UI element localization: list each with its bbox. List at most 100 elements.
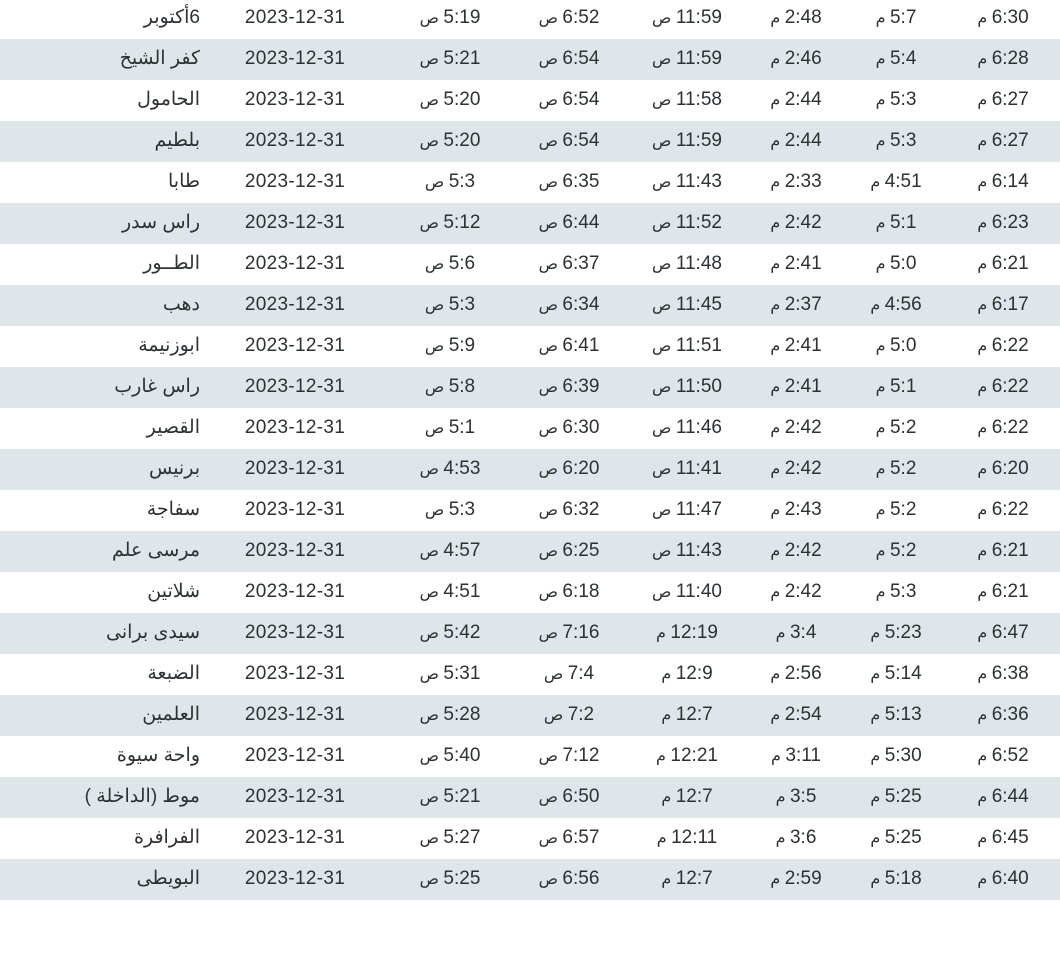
- maghrib-time-cell: 5:1 م: [875, 376, 917, 398]
- sunrise-time-cell: 6:34 ص: [538, 294, 600, 316]
- sunrise-time-cell: 6:52 ص: [538, 7, 600, 29]
- date-cell: 2023-12-31: [244, 7, 346, 29]
- dhuhr-time-cell: 11:51 ص: [652, 335, 722, 357]
- maghrib-time-cell: 5:0 م: [875, 253, 917, 275]
- dhuhr-time-cell: 12:7 م: [661, 868, 713, 890]
- fajr-time-cell: 4:53 ص: [419, 458, 481, 480]
- table-row[interactable]: 6:17 م 4:56 م 2:37 م 11:45 ص 6:34 ص 5:3 ص 2023…: [0, 285, 1060, 326]
- table-row[interactable]: 6:22 م 5:1 م 2:41 م 11:50 ص 6:39 ص 5:8 ص 2023-…: [0, 367, 1060, 408]
- maghrib-time-cell: 5:25 م: [870, 786, 922, 808]
- city-name-cell[interactable]: مرسى علم: [112, 540, 200, 562]
- city-name-cell[interactable]: القصير: [146, 417, 200, 439]
- city-name-cell[interactable]: برنيس: [148, 458, 200, 480]
- table-row[interactable]: 6:14 م 4:51 م 2:33 م 11:43 ص 6:35 ص 5:3 ص 2023…: [0, 162, 1060, 203]
- date-cell: 2023-12-31: [244, 622, 346, 644]
- fajr-time-cell: 5:27 ص: [419, 827, 481, 849]
- asr-time-cell: 2:56 م: [770, 663, 822, 685]
- date-cell: 2023-12-31: [244, 786, 346, 808]
- maghrib-time-cell: 5:3 م: [875, 89, 917, 111]
- isha-time-cell: 6:36 م: [977, 704, 1029, 726]
- sunrise-time-cell: 6:18 ص: [538, 581, 600, 603]
- table-row[interactable]: 6:38 م 5:14 م 2:56 م 12:9 م 7:4 ص 5:31 ص 2023-…: [0, 654, 1060, 695]
- table-row[interactable]: 6:52 م 5:30 م 3:11 م 12:21 م 7:12 ص 5:40 ص 202…: [0, 736, 1060, 777]
- city-name-cell[interactable]: 6أكتوبر: [143, 7, 200, 29]
- asr-time-cell: 2:33 م: [770, 171, 822, 193]
- city-name-cell[interactable]: ابوزنيمة: [138, 335, 200, 357]
- asr-time-cell: 2:48 م: [770, 7, 822, 29]
- table-row[interactable]: 6:21 م 5:3 م 2:42 م 11:40 ص 6:18 ص 4:51 ص 2023…: [0, 572, 1060, 613]
- maghrib-time-cell: 5:18 م: [870, 868, 922, 890]
- asr-time-cell: 2:41 م: [770, 253, 822, 275]
- dhuhr-time-cell: 11:43 ص: [652, 171, 722, 193]
- isha-time-cell: 6:22 م: [977, 335, 1029, 357]
- maghrib-time-cell: 4:51 م: [870, 171, 922, 193]
- isha-time-cell: 6:52 م: [977, 745, 1029, 767]
- table-row[interactable]: 6:20 م 5:2 م 2:42 م 11:41 ص 6:20 ص 4:53 ص 2023…: [0, 449, 1060, 490]
- isha-time-cell: 6:21 م: [977, 581, 1029, 603]
- fajr-time-cell: 5:1 ص: [424, 417, 476, 439]
- dhuhr-time-cell: 11:41 ص: [652, 458, 722, 480]
- table-row[interactable]: 6:27 م 5:3 م 2:44 م 11:58 ص 6:54 ص 5:20 ص 2023…: [0, 80, 1060, 121]
- fajr-time-cell: 5:31 ص: [419, 663, 481, 685]
- asr-time-cell: 2:42 م: [770, 212, 822, 234]
- city-name-cell[interactable]: واحة سيوة: [116, 745, 200, 767]
- sunrise-time-cell: 6:32 ص: [538, 499, 600, 521]
- prayer-times-table: 6:30 م 5:7 م 2:48 م 11:59 ص 6:52 ص 5:19 ص 2023…: [0, 0, 1060, 900]
- city-name-cell[interactable]: الفرافرة: [134, 827, 200, 849]
- city-name-cell[interactable]: راس سدر: [122, 212, 200, 234]
- prayer-times-container: 6:30 م 5:7 م 2:48 م 11:59 ص 6:52 ص 5:19 ص 2023…: [0, 0, 1060, 900]
- city-name-cell[interactable]: البويطى: [136, 868, 200, 890]
- fajr-time-cell: 5:19 ص: [419, 7, 481, 29]
- isha-time-cell: 6:23 م: [977, 212, 1029, 234]
- sunrise-time-cell: 6:25 ص: [538, 540, 600, 562]
- table-row[interactable]: 6:30 م 5:7 م 2:48 م 11:59 ص 6:52 ص 5:19 ص 2023…: [0, 0, 1060, 39]
- sunrise-time-cell: 7:2 ص: [543, 704, 595, 726]
- date-cell: 2023-12-31: [244, 581, 346, 603]
- table-row[interactable]: 6:47 م 5:23 م 3:4 م 12:19 م 7:16 ص 5:42 ص 2023…: [0, 613, 1060, 654]
- city-name-cell[interactable]: العلمين: [142, 704, 200, 726]
- city-name-cell[interactable]: الضبعة: [147, 663, 200, 685]
- table-row[interactable]: 6:22 م 5:2 م 2:42 م 11:46 ص 6:30 ص 5:1 ص 2023-…: [0, 408, 1060, 449]
- table-row[interactable]: 6:36 م 5:13 م 2:54 م 12:7 م 7:2 ص 5:28 ص 2023-…: [0, 695, 1060, 736]
- dhuhr-time-cell: 11:59 ص: [652, 7, 722, 29]
- dhuhr-time-cell: 11:47 ص: [652, 499, 722, 521]
- asr-time-cell: 3:11 م: [771, 745, 821, 767]
- table-row[interactable]: 6:27 م 5:3 م 2:44 م 11:59 ص 6:54 ص 5:20 ص 2023…: [0, 121, 1060, 162]
- city-name-cell[interactable]: بلطيم: [154, 130, 200, 152]
- asr-time-cell: 3:5 م: [775, 786, 817, 808]
- date-cell: 2023-12-31: [244, 868, 346, 890]
- sunrise-time-cell: 6:30 ص: [538, 417, 600, 439]
- date-cell: 2023-12-31: [244, 663, 346, 685]
- date-cell: 2023-12-31: [244, 540, 346, 562]
- table-row[interactable]: 6:21 م 5:2 م 2:42 م 11:43 ص 6:25 ص 4:57 ص 2023…: [0, 531, 1060, 572]
- table-row[interactable]: 6:44 م 5:25 م 3:5 م 12:7 م 6:50 ص 5:21 ص 2023-…: [0, 777, 1060, 818]
- asr-time-cell: 2:37 م: [770, 294, 822, 316]
- table-row[interactable]: 6:22 م 5:2 م 2:43 م 11:47 ص 6:32 ص 5:3 ص 2023-…: [0, 490, 1060, 531]
- table-row[interactable]: 6:40 م 5:18 م 2:59 م 12:7 م 6:56 ص 5:25 ص 2023…: [0, 859, 1060, 900]
- table-row[interactable]: 6:28 م 5:4 م 2:46 م 11:59 ص 6:54 ص 5:21 ص 2023…: [0, 39, 1060, 80]
- asr-time-cell: 2:59 م: [770, 868, 822, 890]
- table-row[interactable]: 6:23 م 5:1 م 2:42 م 11:52 ص 6:44 ص 5:12 ص 2023…: [0, 203, 1060, 244]
- city-name-cell[interactable]: سيدى برانى: [106, 622, 200, 644]
- isha-time-cell: 6:27 م: [977, 89, 1029, 111]
- maghrib-time-cell: 5:4 م: [875, 48, 917, 70]
- city-name-cell[interactable]: الطــور: [143, 253, 200, 275]
- city-name-cell[interactable]: موط (الداخلة ): [84, 786, 200, 808]
- date-cell: 2023-12-31: [244, 89, 346, 111]
- table-row[interactable]: 6:22 م 5:0 م 2:41 م 11:51 ص 6:41 ص 5:9 ص 2023-…: [0, 326, 1060, 367]
- city-name-cell[interactable]: طابا: [168, 171, 200, 193]
- dhuhr-time-cell: 12:19 م: [656, 622, 718, 644]
- sunrise-time-cell: 6:50 ص: [538, 786, 600, 808]
- city-name-cell[interactable]: الحامول: [137, 89, 200, 111]
- city-name-cell[interactable]: سفاجة: [146, 499, 200, 521]
- asr-time-cell: 2:46 م: [770, 48, 822, 70]
- maghrib-time-cell: 5:2 م: [875, 417, 917, 439]
- table-row[interactable]: 6:21 م 5:0 م 2:41 م 11:48 ص 6:37 ص 5:6 ص 2023-…: [0, 244, 1060, 285]
- city-name-cell[interactable]: شلاتين: [147, 581, 200, 603]
- date-cell: 2023-12-31: [244, 745, 346, 767]
- city-name-cell[interactable]: راس غارب: [114, 376, 200, 398]
- city-name-cell[interactable]: كفر الشيخ: [119, 48, 200, 70]
- fajr-time-cell: 5:20 ص: [419, 89, 481, 111]
- city-name-cell[interactable]: دهب: [162, 294, 200, 316]
- table-row[interactable]: 6:45 م 5:25 م 3:6 م 12:11 م 6:57 ص 5:27 ص 2023…: [0, 818, 1060, 859]
